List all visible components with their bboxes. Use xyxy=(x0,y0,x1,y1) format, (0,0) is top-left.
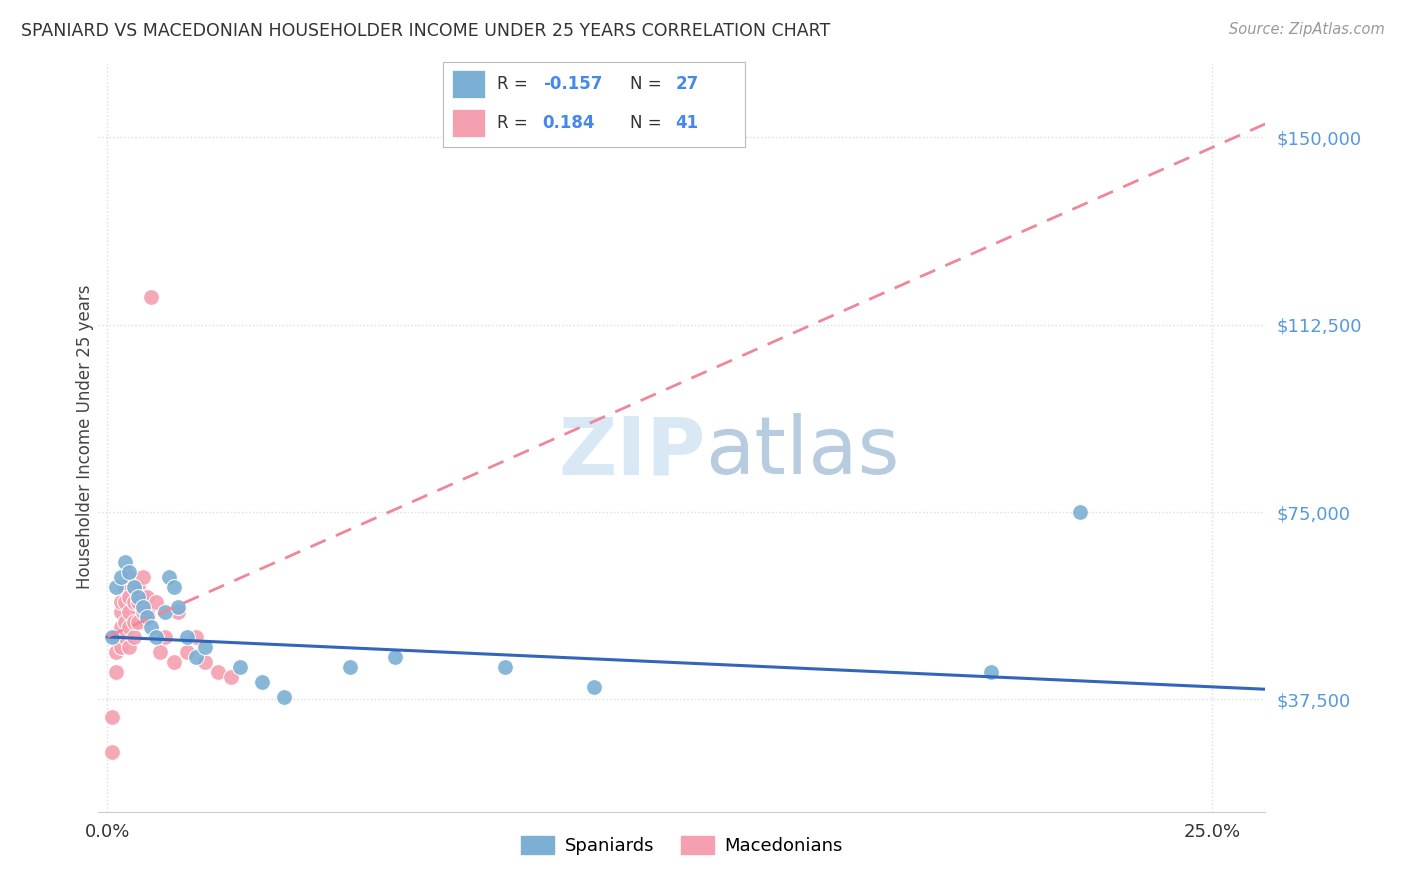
Point xyxy=(114,615,136,629)
Point xyxy=(339,660,361,674)
Point xyxy=(1069,505,1091,519)
Point xyxy=(122,595,145,609)
Point xyxy=(136,605,159,619)
Point xyxy=(167,599,190,614)
Point xyxy=(219,670,242,684)
Point xyxy=(131,605,153,619)
Point xyxy=(162,655,184,669)
Point xyxy=(184,630,207,644)
Point xyxy=(145,595,167,609)
Point xyxy=(131,570,153,584)
Text: N =: N = xyxy=(630,75,662,93)
Text: 27: 27 xyxy=(676,75,699,93)
Point xyxy=(127,580,149,594)
Point xyxy=(136,610,159,624)
Point xyxy=(131,599,153,614)
Bar xyxy=(451,109,485,137)
Point xyxy=(127,595,149,609)
Point xyxy=(980,665,1002,679)
Point xyxy=(118,620,141,634)
Text: 41: 41 xyxy=(676,114,699,132)
Point xyxy=(110,570,132,584)
Bar xyxy=(451,70,485,98)
Text: 0.184: 0.184 xyxy=(543,114,595,132)
Point xyxy=(114,595,136,609)
Point xyxy=(229,660,252,674)
Legend: Spaniards, Macedonians: Spaniards, Macedonians xyxy=(522,836,842,855)
Point xyxy=(149,645,172,659)
Text: SPANIARD VS MACEDONIAN HOUSEHOLDER INCOME UNDER 25 YEARS CORRELATION CHART: SPANIARD VS MACEDONIAN HOUSEHOLDER INCOM… xyxy=(21,22,831,40)
Point xyxy=(131,590,153,604)
Point xyxy=(582,680,605,694)
Point xyxy=(184,649,207,664)
Point xyxy=(118,565,141,579)
Point xyxy=(114,580,136,594)
Point xyxy=(273,690,295,704)
Point xyxy=(110,605,132,619)
Point xyxy=(105,630,128,644)
Text: atlas: atlas xyxy=(706,413,900,491)
Text: Source: ZipAtlas.com: Source: ZipAtlas.com xyxy=(1229,22,1385,37)
Point xyxy=(105,645,128,659)
Point xyxy=(136,590,159,604)
Point xyxy=(153,605,176,619)
Point xyxy=(127,615,149,629)
Point xyxy=(193,655,215,669)
Point xyxy=(118,590,141,604)
Point xyxy=(167,605,190,619)
Point xyxy=(118,640,141,654)
Point xyxy=(157,570,180,584)
Point xyxy=(118,605,141,619)
Point xyxy=(250,674,273,689)
Point xyxy=(122,630,145,644)
Point xyxy=(110,620,132,634)
Point xyxy=(114,630,136,644)
Text: R =: R = xyxy=(498,114,529,132)
Point xyxy=(105,665,128,679)
Point xyxy=(207,665,229,679)
Point xyxy=(122,580,145,594)
Point xyxy=(114,555,136,569)
Point xyxy=(100,745,122,759)
Point xyxy=(193,640,215,654)
Point xyxy=(153,630,176,644)
Y-axis label: Householder Income Under 25 years: Householder Income Under 25 years xyxy=(76,285,94,590)
Point xyxy=(176,630,198,644)
Point xyxy=(141,290,163,304)
Point xyxy=(127,590,149,604)
Point xyxy=(384,649,406,664)
Point xyxy=(494,660,516,674)
Text: ZIP: ZIP xyxy=(558,413,706,491)
Point xyxy=(105,580,128,594)
Point xyxy=(145,630,167,644)
Point xyxy=(110,595,132,609)
Point xyxy=(110,640,132,654)
Text: R =: R = xyxy=(498,75,529,93)
Point xyxy=(100,630,122,644)
Point xyxy=(162,580,184,594)
Point xyxy=(100,710,122,724)
Point xyxy=(122,615,145,629)
Text: N =: N = xyxy=(630,114,662,132)
Point xyxy=(141,620,163,634)
Point xyxy=(176,645,198,659)
Text: -0.157: -0.157 xyxy=(543,75,602,93)
Point xyxy=(118,570,141,584)
Point xyxy=(122,580,145,594)
